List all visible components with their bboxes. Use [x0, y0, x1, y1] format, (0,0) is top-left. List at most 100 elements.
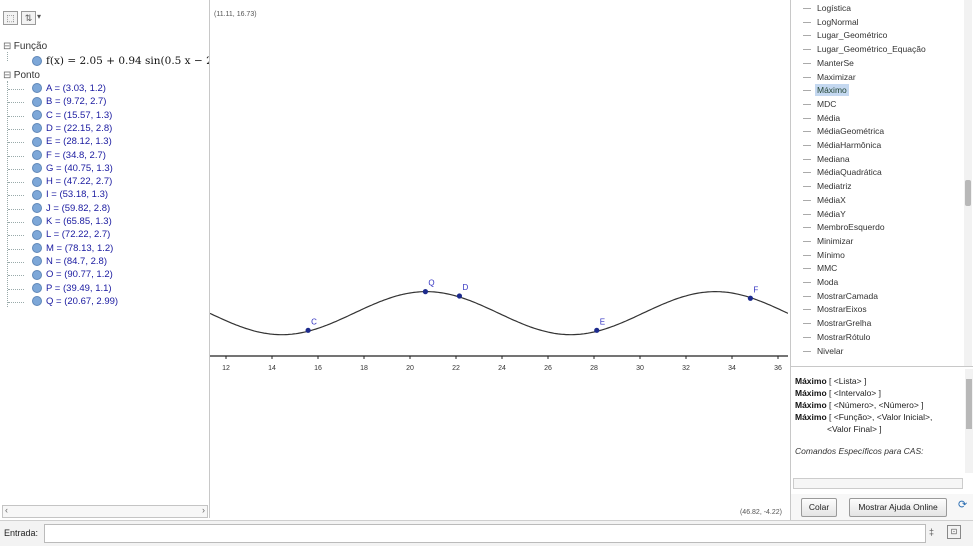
command-item[interactable]: MMC: [817, 263, 838, 274]
point-group[interactable]: ⊟ Ponto: [3, 70, 40, 81]
point-item[interactable]: D = (22.15, 2.8): [32, 123, 112, 135]
command-item[interactable]: Lugar_Geométrico_Equação: [817, 44, 926, 55]
point-item[interactable]: C = (15.57, 1.3): [32, 110, 112, 122]
visibility-bullet-icon[interactable]: [32, 256, 42, 267]
point-item[interactable]: J = (59.82, 2.8): [32, 203, 110, 215]
sort-dropdown-icon[interactable]: ▾: [37, 12, 42, 21]
point-definition: P = (39.49, 1.1): [46, 282, 112, 294]
visibility-bullet-icon[interactable]: [32, 282, 42, 293]
command-item[interactable]: MostrarEixos: [817, 304, 867, 315]
point-Q[interactable]: [422, 289, 429, 295]
command-item[interactable]: Mediatriz: [817, 181, 852, 192]
tree-connector: [803, 158, 811, 160]
graph-canvas[interactable]: 12141618202224262830323436384042444648CQ…: [210, 8, 788, 520]
point-item[interactable]: L = (72.22, 2.7): [32, 229, 110, 241]
point-item[interactable]: E = (28.12, 1.3): [32, 136, 112, 148]
point-item[interactable]: K = (65.85, 1.3): [32, 216, 112, 228]
scrollbar-thumb[interactable]: [965, 180, 971, 206]
tree-connector: [803, 35, 811, 37]
scrollbar-thumb[interactable]: [966, 379, 972, 429]
command-item[interactable]: MédiaGeométrica: [817, 126, 885, 137]
visibility-bullet-icon[interactable]: [32, 149, 42, 160]
visibility-bullet-icon[interactable]: [32, 216, 42, 227]
command-input[interactable]: [45, 525, 929, 544]
point-C[interactable]: [305, 327, 311, 333]
sort-button[interactable]: ⇅: [21, 11, 36, 25]
command-item[interactable]: MédiaX: [817, 194, 846, 205]
command-item-selected[interactable]: Máximo: [815, 84, 849, 97]
help-vertical-scrollbar[interactable]: [965, 369, 973, 473]
online-help-button[interactable]: Mostrar Ajuda Online: [849, 498, 947, 517]
visibility-bullet-icon[interactable]: [32, 110, 42, 121]
refresh-icon[interactable]: ⟳: [958, 499, 968, 511]
function-item[interactable]: f(x) = 2.05 + 0.94 sin(0.5 x − 2.5): [32, 55, 209, 67]
command-item[interactable]: Maximizar: [817, 71, 856, 82]
graphics-view[interactable]: (11.11, 16.73) 12 14 16 18 20 22 24 26 28 30 32 34 3…: [210, 8, 788, 520]
command-item[interactable]: Minimizar: [817, 235, 854, 246]
scroll-left-icon[interactable]: ‹: [5, 505, 8, 515]
command-item[interactable]: ManterSe: [817, 57, 854, 68]
collapse-icon[interactable]: ⊟: [3, 41, 12, 52]
syntax-args: [ <Função>, <Valor Inicial>,: [826, 412, 933, 422]
point-item[interactable]: H = (47.22, 2.7): [32, 176, 112, 188]
function-curve-f[interactable]: [210, 291, 788, 336]
command-list-scrollbar[interactable]: [964, 0, 972, 366]
input-help-toggle-icon[interactable]: ‡: [929, 527, 935, 537]
syntax-command: Máximo: [795, 400, 827, 410]
visibility-bullet-icon[interactable]: [32, 203, 42, 214]
command-item[interactable]: Moda: [817, 277, 839, 287]
command-item[interactable]: MDC: [817, 98, 837, 109]
visibility-bullet-icon[interactable]: [32, 123, 42, 134]
visibility-bullet-icon[interactable]: [32, 96, 42, 107]
visibility-bullet-icon[interactable]: [32, 269, 42, 280]
point-item[interactable]: A = (3.03, 1.2): [32, 83, 106, 95]
point-E[interactable]: [594, 327, 600, 333]
keyboard-icon[interactable]: ⊡: [947, 525, 961, 539]
point-item[interactable]: N = (84.7, 2.8): [32, 256, 107, 268]
command-item[interactable]: Logística: [817, 3, 852, 13]
command-item[interactable]: Mediana: [817, 153, 850, 164]
point-item[interactable]: M = (78.13, 1.2): [32, 243, 113, 255]
visibility-bullet-icon[interactable]: [32, 83, 42, 94]
point-item[interactable]: Q = (20.67, 2.99): [32, 296, 118, 308]
algebra-horizontal-scrollbar[interactable]: ‹ ›: [2, 505, 208, 518]
command-item[interactable]: Média: [817, 112, 841, 123]
command-item[interactable]: MédiaY: [817, 208, 846, 219]
visibility-bullet-icon[interactable]: [32, 163, 42, 174]
command-item[interactable]: Mínimo: [817, 249, 845, 260]
command-item[interactable]: MédiaQuadrática: [817, 167, 882, 178]
point-definition: K = (65.85, 1.3): [46, 216, 112, 227]
collapse-icon[interactable]: ⊟: [3, 70, 12, 81]
paste-button[interactable]: Colar: [801, 498, 837, 517]
command-item[interactable]: Nivelar: [817, 345, 844, 356]
visibility-bullet-icon[interactable]: [32, 176, 42, 187]
visibility-bullet-icon[interactable]: [32, 189, 42, 200]
help-horizontal-scrollbar[interactable]: [793, 478, 963, 489]
function-group[interactable]: ⊟ Função: [3, 41, 47, 52]
command-item[interactable]: LogNormal: [817, 16, 859, 27]
command-list-panel[interactable]: Logística LogNormal Lugar_Geométrico Lugar_…: [790, 0, 973, 366]
visibility-bullet-icon[interactable]: [32, 229, 42, 240]
visibility-bullet-icon[interactable]: [32, 296, 42, 307]
scroll-right-icon[interactable]: ›: [202, 505, 205, 515]
point-item[interactable]: P = (39.49, 1.1): [32, 283, 112, 295]
command-item[interactable]: MembroEsquerdo: [817, 222, 885, 233]
command-item[interactable]: MostrarCamada: [817, 290, 878, 301]
command-item[interactable]: MostrarGrelha: [817, 318, 872, 329]
visibility-bullet-icon[interactable]: [32, 243, 42, 254]
point-item[interactable]: G = (40.75, 1.3): [32, 163, 113, 175]
visibility-bullet-icon[interactable]: [32, 56, 42, 66]
auxiliary-objects-toggle[interactable]: ⬚: [3, 11, 18, 25]
point-F[interactable]: [747, 295, 754, 301]
point-D[interactable]: [456, 293, 463, 299]
command-item[interactable]: MostrarRótulo: [817, 331, 871, 342]
point-item[interactable]: F = (34.8, 2.7): [32, 150, 106, 162]
tree-connector: [7, 81, 8, 307]
input-field[interactable]: [44, 524, 929, 544]
command-item[interactable]: Lugar_Geométrico: [817, 30, 888, 41]
visibility-bullet-icon[interactable]: [32, 136, 42, 147]
command-item[interactable]: MédiaHarmônica: [817, 140, 882, 150]
point-item[interactable]: I = (53.18, 1.3): [32, 189, 108, 201]
point-item[interactable]: B = (9.72, 2.7): [32, 96, 106, 108]
point-item[interactable]: O = (90.77, 1.2): [32, 269, 113, 281]
